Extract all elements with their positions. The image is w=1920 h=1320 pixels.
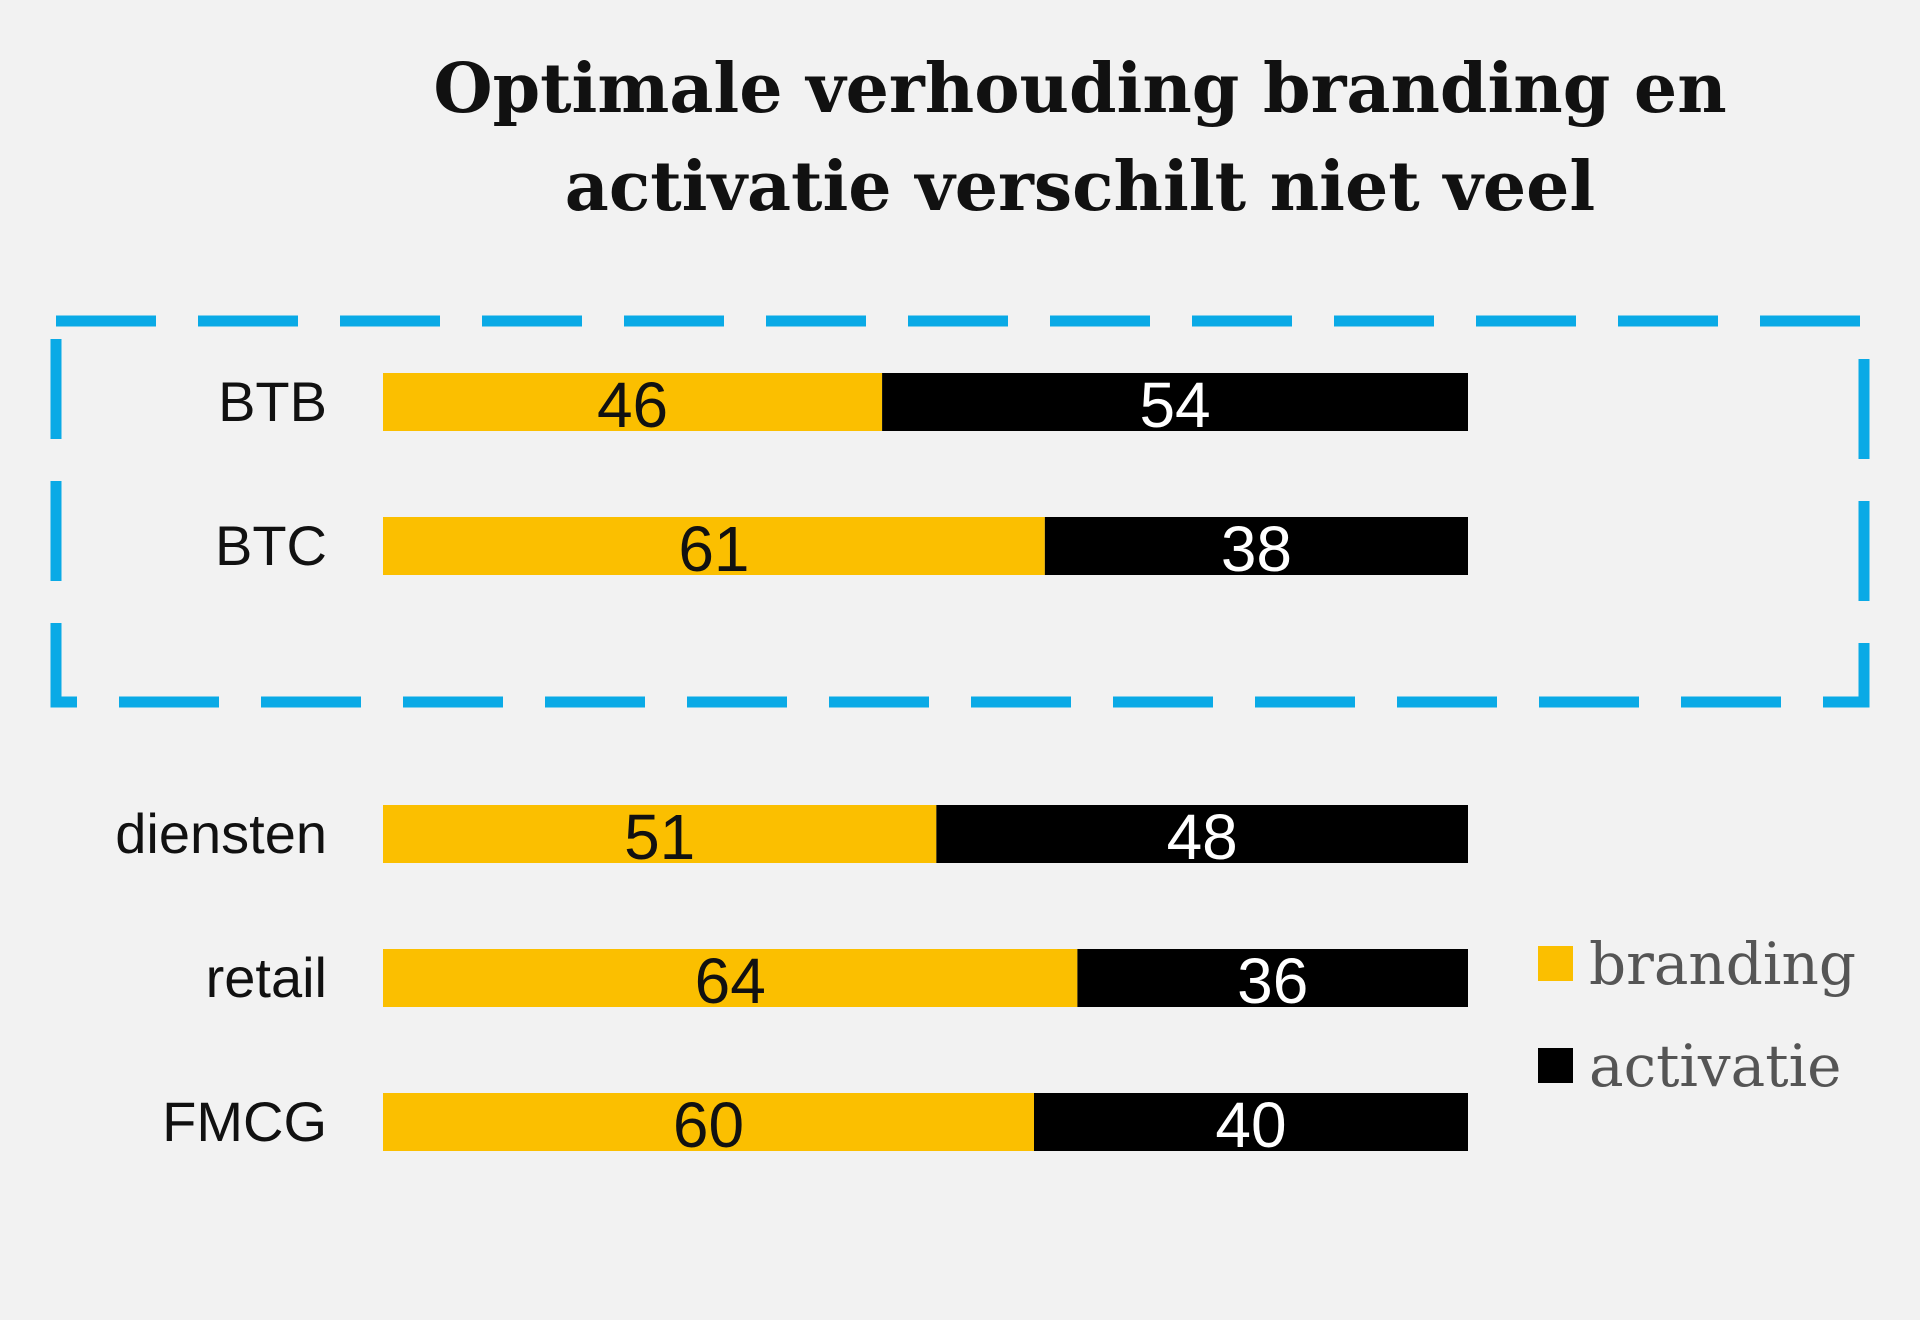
value-label-activatie-btb: 54 — [1139, 369, 1210, 441]
legend: branding activatie — [1538, 930, 1856, 1100]
chart-title-line-1: Optimale verhouding branding en — [433, 49, 1727, 129]
legend-swatch-activatie — [1538, 1048, 1573, 1083]
chart-title: Optimale verhouding branding en activati… — [380, 40, 1780, 236]
value-label-activatie-retail: 36 — [1237, 945, 1308, 1017]
bar-branding-diensten — [383, 805, 937, 863]
bar-branding-retail — [383, 949, 1078, 1007]
value-label-branding-fmcg: 60 — [673, 1089, 744, 1161]
value-label-activatie-fmcg: 40 — [1215, 1089, 1286, 1161]
value-label-activatie-diensten: 48 — [1167, 801, 1238, 873]
bars-group — [383, 373, 1468, 1151]
labels-group: BTB 46 54 BTC 61 38 diensten 51 48 retail 64 36 FMCG… — [115, 369, 1308, 1161]
category-label-retail: retail — [206, 946, 327, 1009]
chart-title-line-2: activatie verschilt niet veel — [564, 147, 1596, 227]
value-label-branding-btb: 46 — [597, 369, 668, 441]
bar-activatie-retail — [1077, 949, 1468, 1007]
bar-activatie-diensten — [936, 805, 1468, 863]
category-label-btb: BTB — [218, 370, 327, 433]
category-label-fmcg: FMCG — [162, 1090, 327, 1153]
highlight-group — [50, 315, 1870, 708]
bar-activatie-btc — [1044, 517, 1468, 575]
bar-branding-btc — [383, 517, 1045, 575]
value-label-branding-diensten: 51 — [624, 801, 695, 873]
bar-branding-btb — [383, 373, 883, 431]
bar-activatie-fmcg — [1034, 1093, 1468, 1151]
legend-label-activatie: activatie — [1589, 1032, 1841, 1100]
value-label-activatie-btc: 38 — [1221, 513, 1292, 585]
highlight-box — [50, 315, 1870, 708]
legend-swatch-branding — [1538, 946, 1573, 981]
legend-label-branding: branding — [1589, 930, 1856, 998]
category-label-diensten: diensten — [115, 802, 327, 865]
bar-activatie-btb — [882, 373, 1468, 431]
bar-branding-fmcg — [383, 1093, 1034, 1151]
category-label-btc: BTC — [215, 514, 327, 577]
value-label-branding-retail: 64 — [695, 945, 766, 1017]
value-label-branding-btc: 61 — [678, 513, 749, 585]
